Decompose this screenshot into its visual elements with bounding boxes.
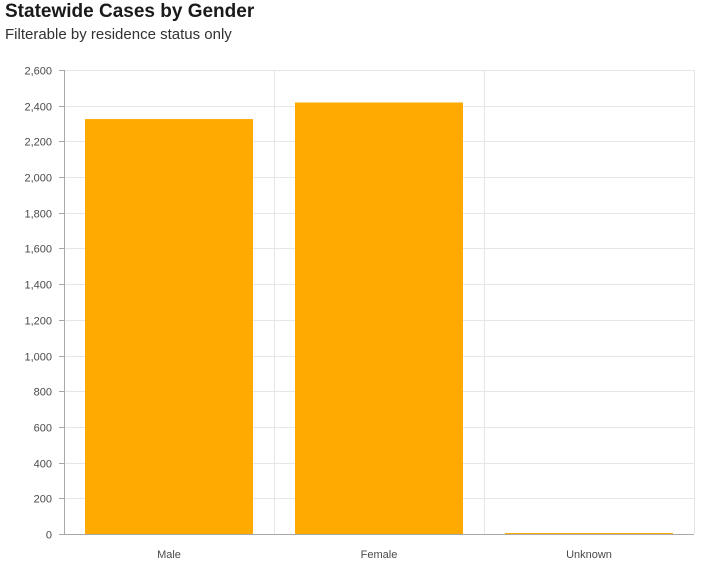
y-tick-label: 1,800	[24, 209, 52, 221]
y-tick-label: 0	[46, 530, 52, 542]
bar-male[interactable]	[85, 119, 253, 535]
y-tick-label: 2,200	[24, 137, 52, 149]
y-tick-label: 1,000	[24, 352, 52, 364]
y-tick-label: 400	[34, 459, 52, 471]
y-tick-label: 600	[34, 423, 52, 435]
x-category-label: Female	[361, 549, 398, 561]
x-category-label: Male	[157, 549, 181, 561]
chart-header: Statewide Cases by Gender Filterable by …	[5, 0, 705, 44]
bar-unknown[interactable]	[505, 533, 673, 534]
y-axis-tick-labels: 0 200 400 600 800 1,000 1,200 1,400 1,600 1,800 2,…	[24, 66, 52, 542]
y-tick-label: 1,200	[24, 316, 52, 328]
axes	[59, 70, 694, 535]
y-tick-label: 1,400	[24, 280, 52, 292]
bars	[85, 102, 673, 535]
x-category-label: Unknown	[566, 549, 612, 561]
y-tick-label: 800	[34, 387, 52, 399]
x-axis-category-labels: Male Female Unknown	[157, 549, 612, 561]
bar-female[interactable]	[295, 102, 463, 534]
y-tick-label: 2,600	[24, 66, 52, 78]
y-tick-label: 2,000	[24, 173, 52, 185]
y-tick-label: 1,600	[24, 244, 52, 256]
chart-title: Statewide Cases by Gender	[5, 1, 255, 22]
y-tick-label: 200	[34, 494, 52, 506]
y-tick-label: 2,400	[24, 102, 52, 114]
chart-subtitle: Filterable by residence status only	[5, 26, 232, 43]
